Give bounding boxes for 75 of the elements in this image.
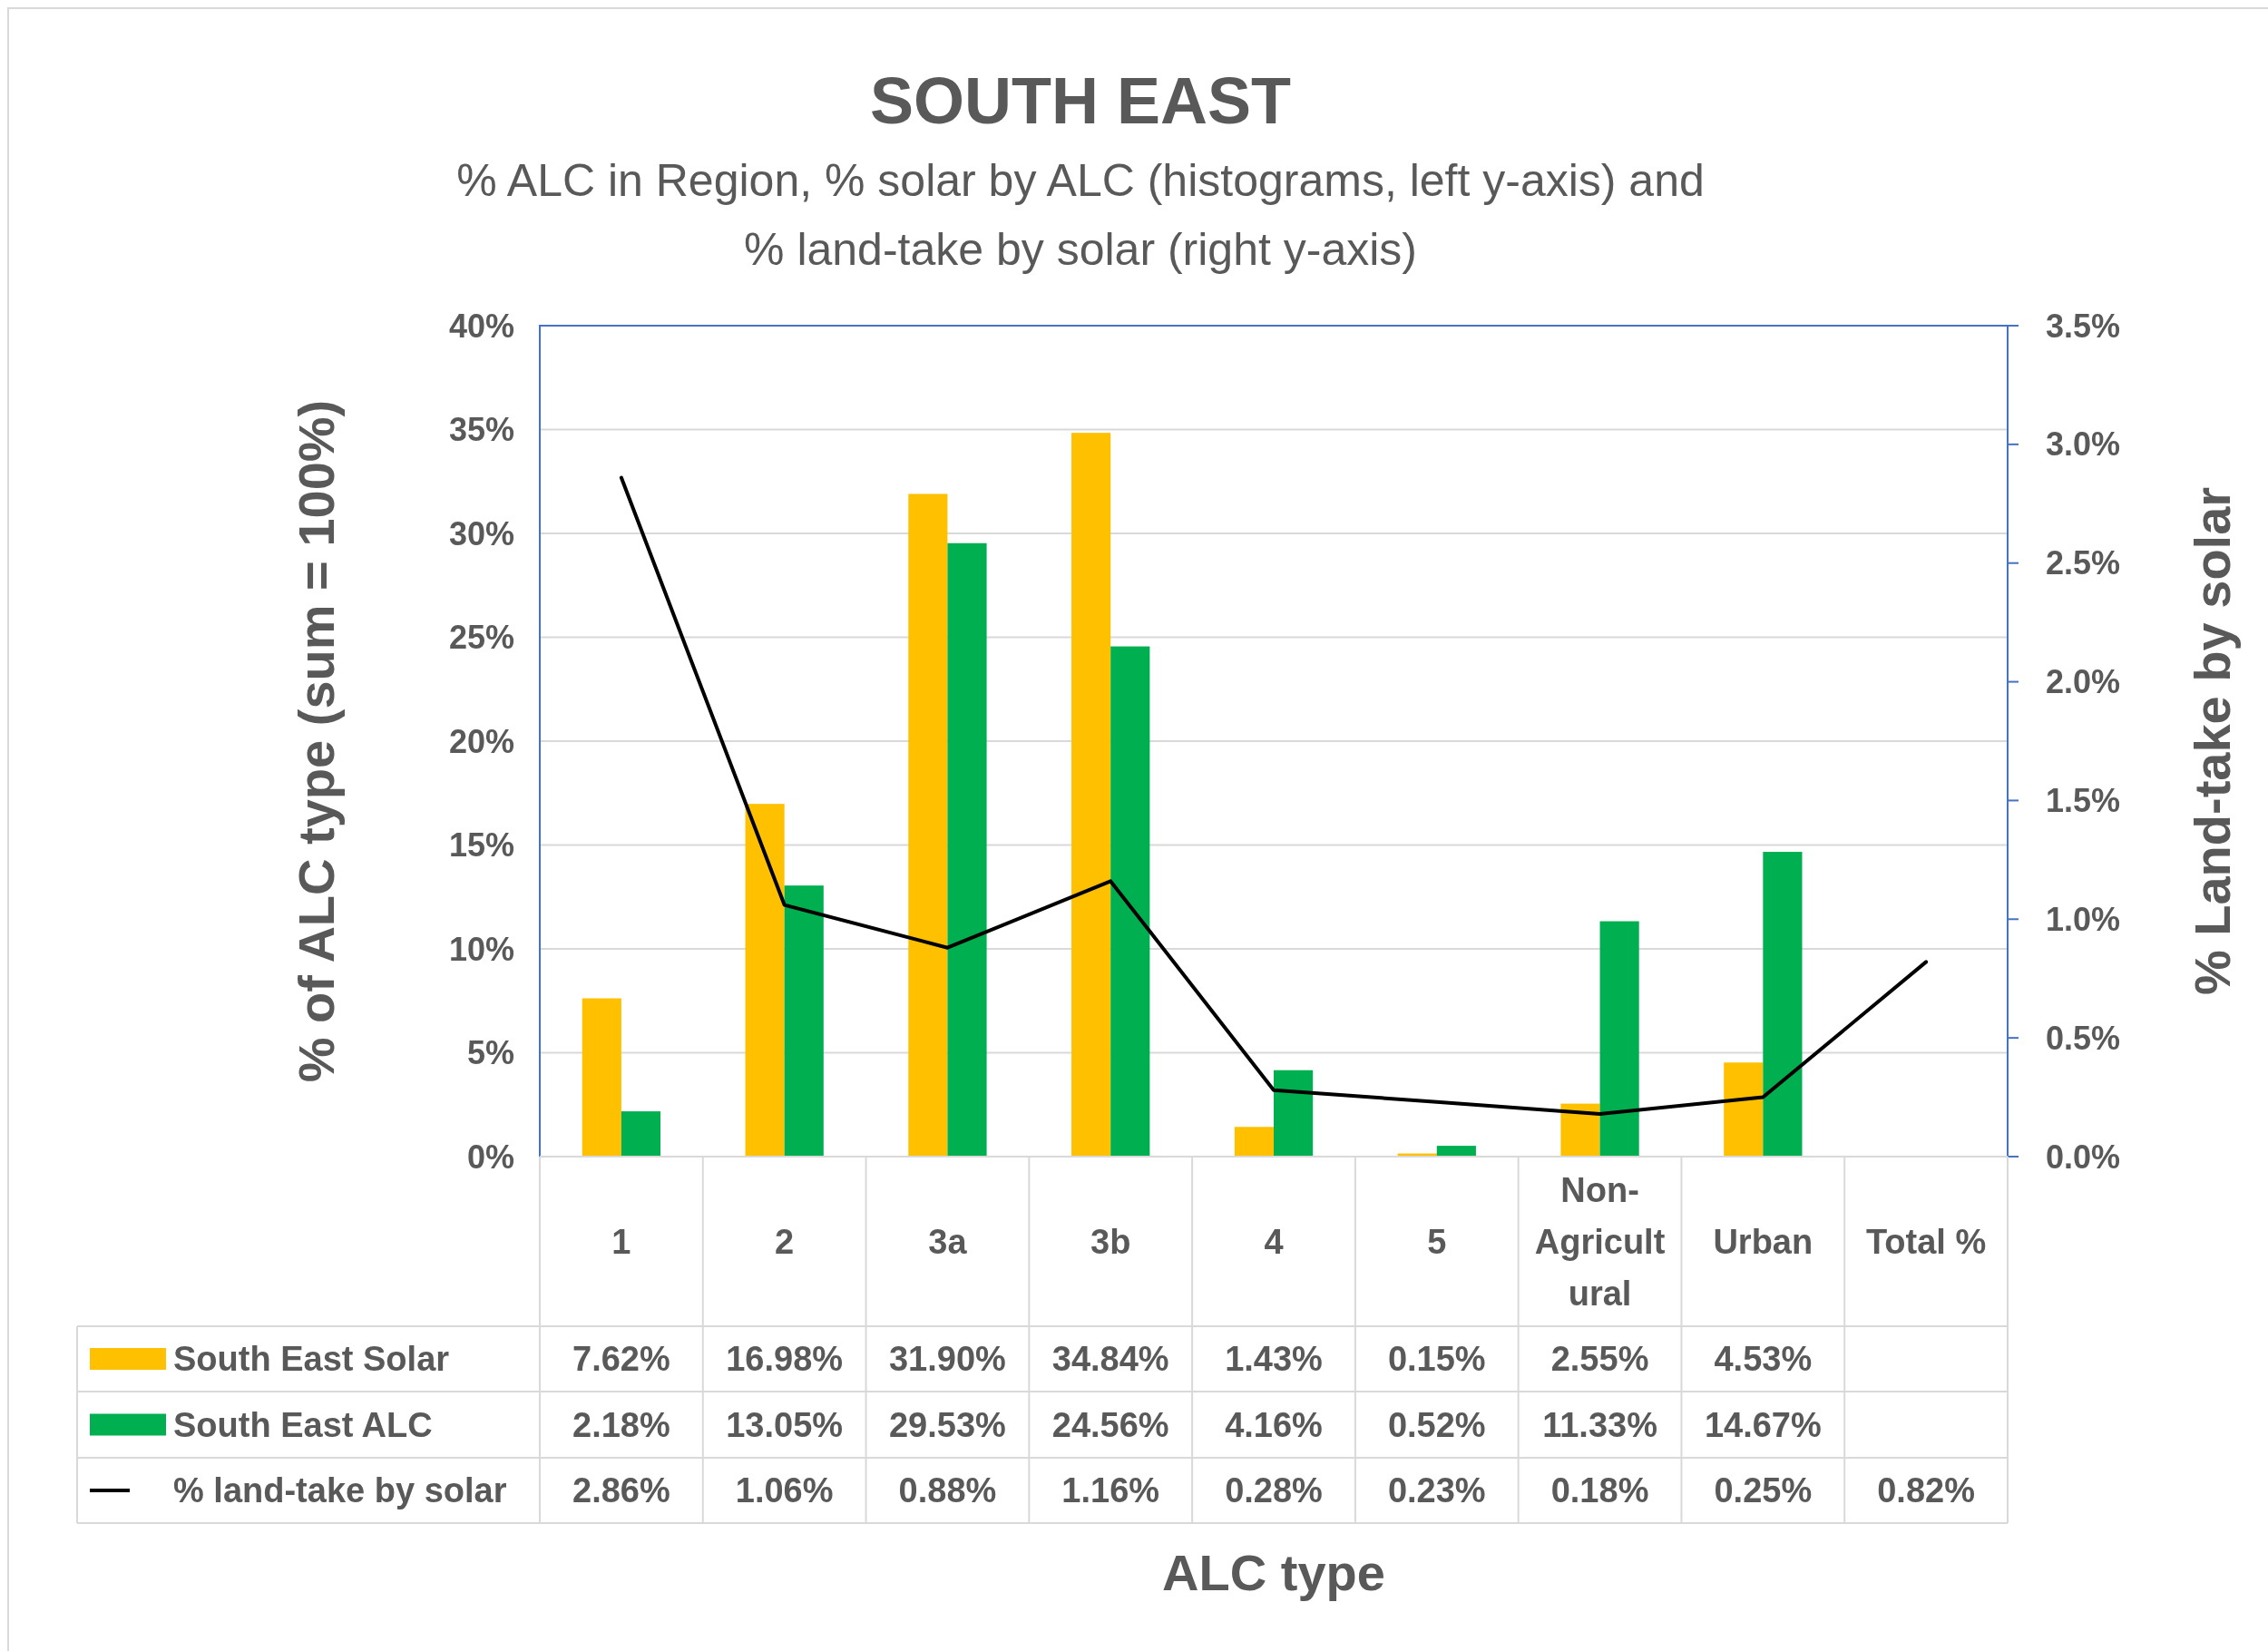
bar — [784, 885, 824, 1157]
chart-title: SOUTH EAST — [869, 64, 1292, 137]
y2-tick-label: 3.0% — [2046, 425, 2121, 464]
legend-label: South East Solar — [173, 1340, 450, 1379]
data-label: 0.88% — [898, 1471, 997, 1510]
data-label: 7.62% — [572, 1340, 670, 1379]
x-tick-label: 3a — [928, 1222, 968, 1261]
y2-tick-label: 3.5% — [2046, 307, 2121, 345]
data-label: 1.06% — [735, 1471, 834, 1510]
y2-tick-label: 1.5% — [2046, 782, 2121, 820]
bar — [1234, 1127, 1274, 1157]
x-tick-label: Urban — [1713, 1222, 1813, 1261]
data-label: 16.98% — [726, 1340, 844, 1379]
line-series — [619, 475, 1929, 1116]
chart-subtitle: % ALC in Region, % solar by ALC (histograms, left y-axis) and % land-take by solar (right y-axis) — [456, 155, 1705, 275]
x-tick-label: 3b — [1090, 1222, 1131, 1261]
data-label: 11.33% — [1542, 1405, 1657, 1444]
bar — [1724, 1062, 1764, 1157]
data-label: 0.18% — [1550, 1471, 1649, 1510]
legend-label: % land-take by solar — [173, 1471, 507, 1510]
y-tick-label: 15% — [448, 826, 514, 865]
y2-axis-title: % Land-take by solar — [2184, 486, 2241, 996]
y-tick-label: 30% — [448, 514, 514, 552]
data-label: 0.15% — [1387, 1340, 1486, 1379]
y-tick-label: 5% — [466, 1034, 514, 1072]
bar — [908, 493, 948, 1157]
data-label: 0.25% — [1714, 1471, 1813, 1510]
x-axis-title: ALC type — [1162, 1544, 1385, 1601]
y-axis-title: % of ALC type (sum = 100%) — [288, 399, 345, 1083]
bar — [1763, 852, 1803, 1157]
data-label: 0.23% — [1387, 1471, 1486, 1510]
x-tick-label: 5 — [1427, 1222, 1447, 1261]
y-tick-label: 40% — [448, 307, 514, 345]
x-tick-label: Total % — [1865, 1222, 1987, 1261]
y-tick-label: 10% — [448, 930, 514, 968]
bar — [1071, 433, 1111, 1157]
legend-label: South East ALC — [173, 1405, 433, 1444]
y-tick-label: 0% — [466, 1138, 514, 1176]
data-label: 4.16% — [1225, 1405, 1323, 1444]
bar — [745, 804, 785, 1157]
bar — [947, 542, 987, 1157]
data-label: 2.55% — [1550, 1340, 1649, 1379]
y-tick-label: 35% — [448, 411, 514, 449]
data-label: 1.43% — [1225, 1340, 1323, 1379]
data-label: 0.28% — [1225, 1471, 1323, 1510]
y-tick-label: 25% — [448, 619, 514, 657]
data-label: 2.86% — [572, 1471, 670, 1510]
bar — [1436, 1146, 1476, 1157]
data-label: 0.82% — [1877, 1471, 1975, 1510]
x-tick-label: 2 — [775, 1222, 795, 1261]
data-label: 24.56% — [1051, 1405, 1169, 1444]
y2-tick-label: 2.0% — [2046, 663, 2121, 701]
data-label: 31.90% — [889, 1340, 1006, 1379]
bar — [1599, 921, 1639, 1157]
bar — [1560, 1103, 1600, 1157]
data-label: 34.84% — [1051, 1340, 1169, 1379]
bar — [582, 998, 621, 1157]
bar — [1274, 1070, 1314, 1157]
y2-tick-label: 1.0% — [2046, 900, 2121, 938]
data-label: 0.52% — [1387, 1405, 1486, 1444]
data-label: 14.67% — [1704, 1405, 1822, 1444]
y2-tick-label: 2.5% — [2046, 544, 2121, 582]
data-label: 2.18% — [572, 1405, 670, 1444]
bar — [621, 1111, 661, 1157]
x-tick-label: 4 — [1264, 1222, 1284, 1261]
y-tick-label: 20% — [448, 722, 514, 760]
data-label: 4.53% — [1714, 1340, 1813, 1379]
data-label: 1.16% — [1061, 1471, 1160, 1510]
data-label: 29.53% — [889, 1405, 1006, 1444]
x-tick-label: 1 — [611, 1222, 631, 1261]
x-tick-label: Non-Agricultural — [1534, 1170, 1666, 1313]
bar — [1110, 646, 1150, 1157]
data-label: 13.05% — [726, 1405, 844, 1444]
y2-tick-label: 0.0% — [2046, 1138, 2121, 1176]
y2-tick-label: 0.5% — [2046, 1019, 2121, 1057]
